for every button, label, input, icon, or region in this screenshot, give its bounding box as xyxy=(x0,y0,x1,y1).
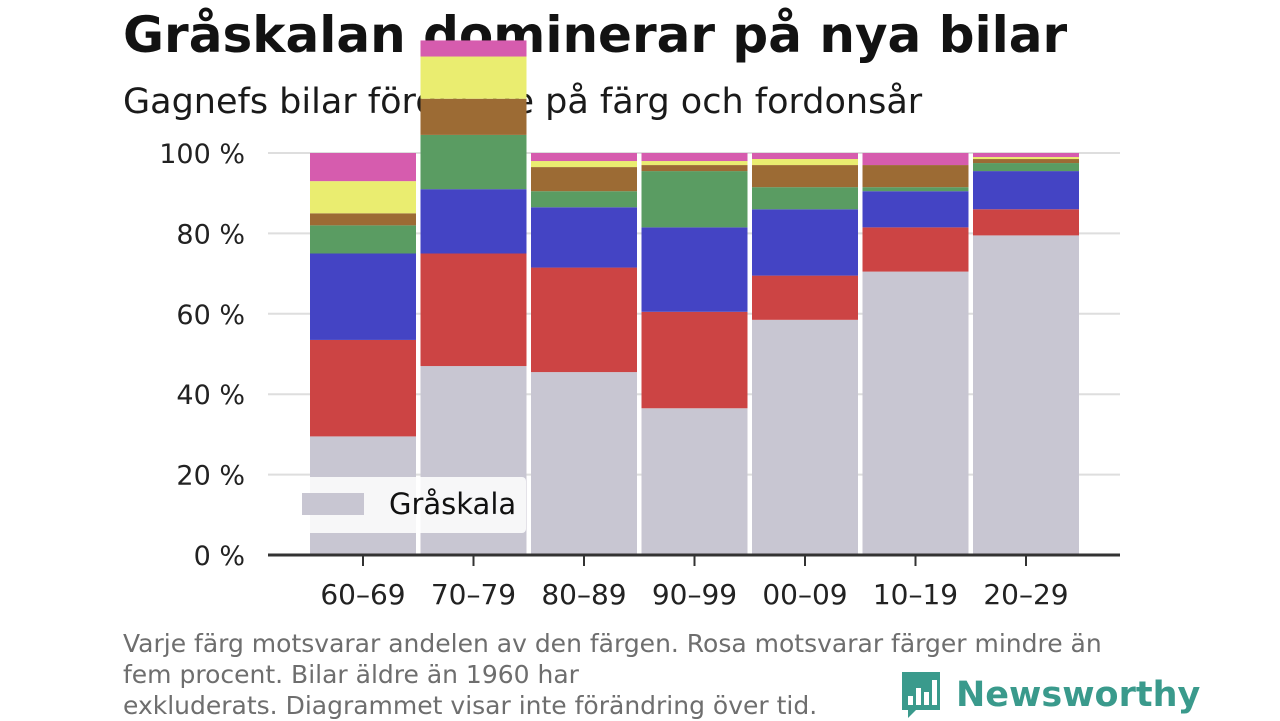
bar-segment xyxy=(862,227,969,272)
x-tick-label: 70–79 xyxy=(431,578,516,611)
bar-segment xyxy=(420,134,527,190)
bar-segment xyxy=(862,153,969,166)
y-tick-label: 100 % xyxy=(159,139,245,170)
x-tick-label: 00–09 xyxy=(762,578,847,611)
y-tick-label: 80 % xyxy=(176,219,245,250)
bar-segment xyxy=(531,161,637,168)
bar-segment xyxy=(641,227,748,312)
bar-segment xyxy=(973,163,1079,172)
bar-segment xyxy=(641,171,748,228)
bar-segment xyxy=(752,275,858,320)
x-tick-label: 20–29 xyxy=(983,578,1068,611)
footnote-line: fem procent. Bilar äldre än 1960 har xyxy=(123,660,579,689)
legend-swatch-graskala xyxy=(302,493,364,515)
x-tick-label: 60–69 xyxy=(320,578,405,611)
bar-segment xyxy=(973,209,1079,236)
bar-segment xyxy=(310,181,416,214)
bar-segment xyxy=(752,153,858,160)
bar-segment xyxy=(862,187,969,192)
footnote: Varje färg motsvarar andelen av den färg… xyxy=(123,628,1133,721)
brand-name: Newsworthy xyxy=(956,675,1201,715)
bar-segment xyxy=(641,311,748,409)
bar-segment xyxy=(973,153,1079,158)
y-tick-label: 0 % xyxy=(194,541,245,572)
bar-segment xyxy=(973,235,1079,555)
legend-box xyxy=(292,477,526,533)
footnote-line: Varje färg motsvarar andelen av den färg… xyxy=(123,629,1102,658)
bar-segment xyxy=(973,171,1079,210)
bar-segment xyxy=(752,187,858,210)
bar-segment xyxy=(862,165,969,188)
bar-segment xyxy=(641,153,748,162)
y-axis-ticks: 0 % 20 % 40 % 60 % 80 % 100 % xyxy=(159,139,245,572)
bar-segment xyxy=(420,253,527,367)
x-axis-ticks: 60–69 70–79 80–89 90–99 00–09 10–19 20–29 xyxy=(320,555,1069,611)
legend: Gråskala xyxy=(292,477,526,533)
bar-segment xyxy=(752,319,858,555)
bar-segment xyxy=(531,153,637,162)
bar-segment xyxy=(420,40,527,57)
bar-segment xyxy=(531,207,637,268)
bar-segment xyxy=(752,159,858,166)
y-tick-label: 40 % xyxy=(176,380,245,411)
x-tick-label: 10–19 xyxy=(873,578,958,611)
y-tick-label: 20 % xyxy=(176,461,245,492)
bar-segment xyxy=(862,271,969,555)
bar-segment xyxy=(973,159,1079,164)
bar-segment xyxy=(973,157,1079,160)
bar-segment xyxy=(310,213,416,226)
x-tick-label: 80–89 xyxy=(541,578,626,611)
bar-segment xyxy=(310,253,416,340)
bar-segment xyxy=(862,191,969,228)
bar-segment xyxy=(641,165,748,172)
bar-chart-speech-bubble-icon xyxy=(902,672,940,718)
bar-segment xyxy=(531,267,637,373)
bar-segment xyxy=(531,372,637,555)
bar-segment xyxy=(420,56,527,99)
bar-segment xyxy=(310,153,416,182)
bar-segment xyxy=(641,161,748,166)
bar-segment xyxy=(420,189,527,254)
bar-segment xyxy=(531,191,637,208)
bar-segment xyxy=(752,165,858,188)
legend-label-graskala: Gråskala xyxy=(389,487,516,521)
bar-segment xyxy=(752,209,858,276)
footnote-line: exkluderats. Diagrammet visar inte förän… xyxy=(123,691,818,720)
chart-title: Gråskalan dominerar på nya bilar xyxy=(123,6,1068,64)
bar-segment xyxy=(310,339,416,437)
newsworthy-logo: Newsworthy xyxy=(900,670,1200,720)
y-tick-label: 60 % xyxy=(176,300,245,331)
bar-segment xyxy=(420,98,527,135)
x-tick-label: 90–99 xyxy=(652,578,737,611)
bar-segment xyxy=(641,408,748,555)
bar-segment xyxy=(531,167,637,192)
bar-segment xyxy=(310,225,416,254)
